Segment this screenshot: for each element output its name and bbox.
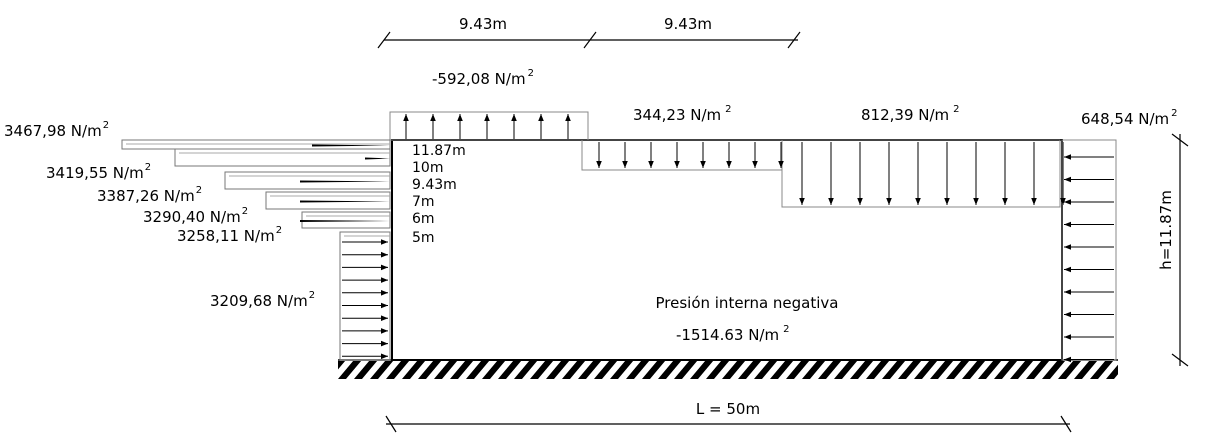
internal-pressure-title: Presión interna negativa bbox=[655, 294, 838, 312]
windward-pressure-label-2: 3419,55 N/m2 bbox=[46, 162, 151, 182]
span-2-label: 9.43m bbox=[664, 15, 712, 33]
load-arrows bbox=[342, 114, 1114, 363]
ground-hatch bbox=[338, 361, 1118, 379]
windward-wedge-1 bbox=[312, 144, 390, 147]
leeward-wall-label: 648,54 N/m 2 bbox=[1081, 108, 1178, 128]
level-label-2: 10m bbox=[412, 160, 443, 176]
length-label: L = 50m bbox=[696, 400, 760, 418]
height-tick-bottom bbox=[1171, 353, 1189, 367]
windward-band-4 bbox=[265, 191, 391, 210]
bottom-dim-tick-right bbox=[1060, 415, 1072, 433]
windward-wedge-4 bbox=[300, 200, 390, 203]
windward-wedge-3 bbox=[300, 180, 390, 183]
level-label-5: 6m bbox=[412, 211, 435, 227]
internal-pressure-value: -1514.63 N/m 2 bbox=[676, 324, 789, 344]
windward-pressure-label-6: 3209,68 N/m2 bbox=[210, 290, 315, 310]
height-label: h=11.87m bbox=[1157, 190, 1175, 270]
windward-pressure-label-5: 3258,11 N/m2 bbox=[177, 225, 282, 245]
level-label-3: 9.43m bbox=[412, 177, 457, 193]
windward-wedge-2 bbox=[365, 157, 390, 160]
windward-band-3 bbox=[224, 171, 391, 190]
roof-zone-1-load-box bbox=[581, 139, 783, 171]
dim-tick-left bbox=[377, 31, 391, 49]
roof-zone-2-label: 812,39 N/m 2 bbox=[861, 104, 960, 124]
bottom-dim-tick-left bbox=[385, 415, 397, 433]
dim-tick-mid bbox=[583, 31, 597, 49]
windward-pressure-label-1: 3467,98 N/m2 bbox=[4, 120, 109, 140]
height-tick-top bbox=[1171, 133, 1189, 147]
level-label-1: 11.87m bbox=[412, 143, 466, 159]
level-label-4: 7m bbox=[412, 194, 435, 210]
span-1-label: 9.43m bbox=[459, 15, 507, 33]
dim-tick-right bbox=[787, 31, 801, 49]
roof-overhang-load-box bbox=[389, 111, 589, 141]
windward-wedge-5 bbox=[300, 220, 390, 222]
windward-pressure-label-4: 3290,40 N/m2 bbox=[143, 206, 248, 226]
windward-band-6 bbox=[339, 231, 391, 361]
roof-zone-1-label: 344,23 N/m 2 bbox=[633, 104, 732, 124]
windward-band-2 bbox=[174, 148, 391, 167]
windward-pressure-distribution bbox=[121, 139, 391, 361]
overhang-load-label: -592,08 N/m 2 bbox=[432, 68, 534, 88]
level-label-6: 5m bbox=[412, 230, 435, 246]
windward-band-5 bbox=[301, 211, 391, 229]
roof-zone-2-load-box bbox=[781, 139, 1061, 208]
windward-pressure-label-3: 3387,26 N/m2 bbox=[97, 185, 202, 205]
leeward-wall-load-box bbox=[1061, 139, 1117, 361]
